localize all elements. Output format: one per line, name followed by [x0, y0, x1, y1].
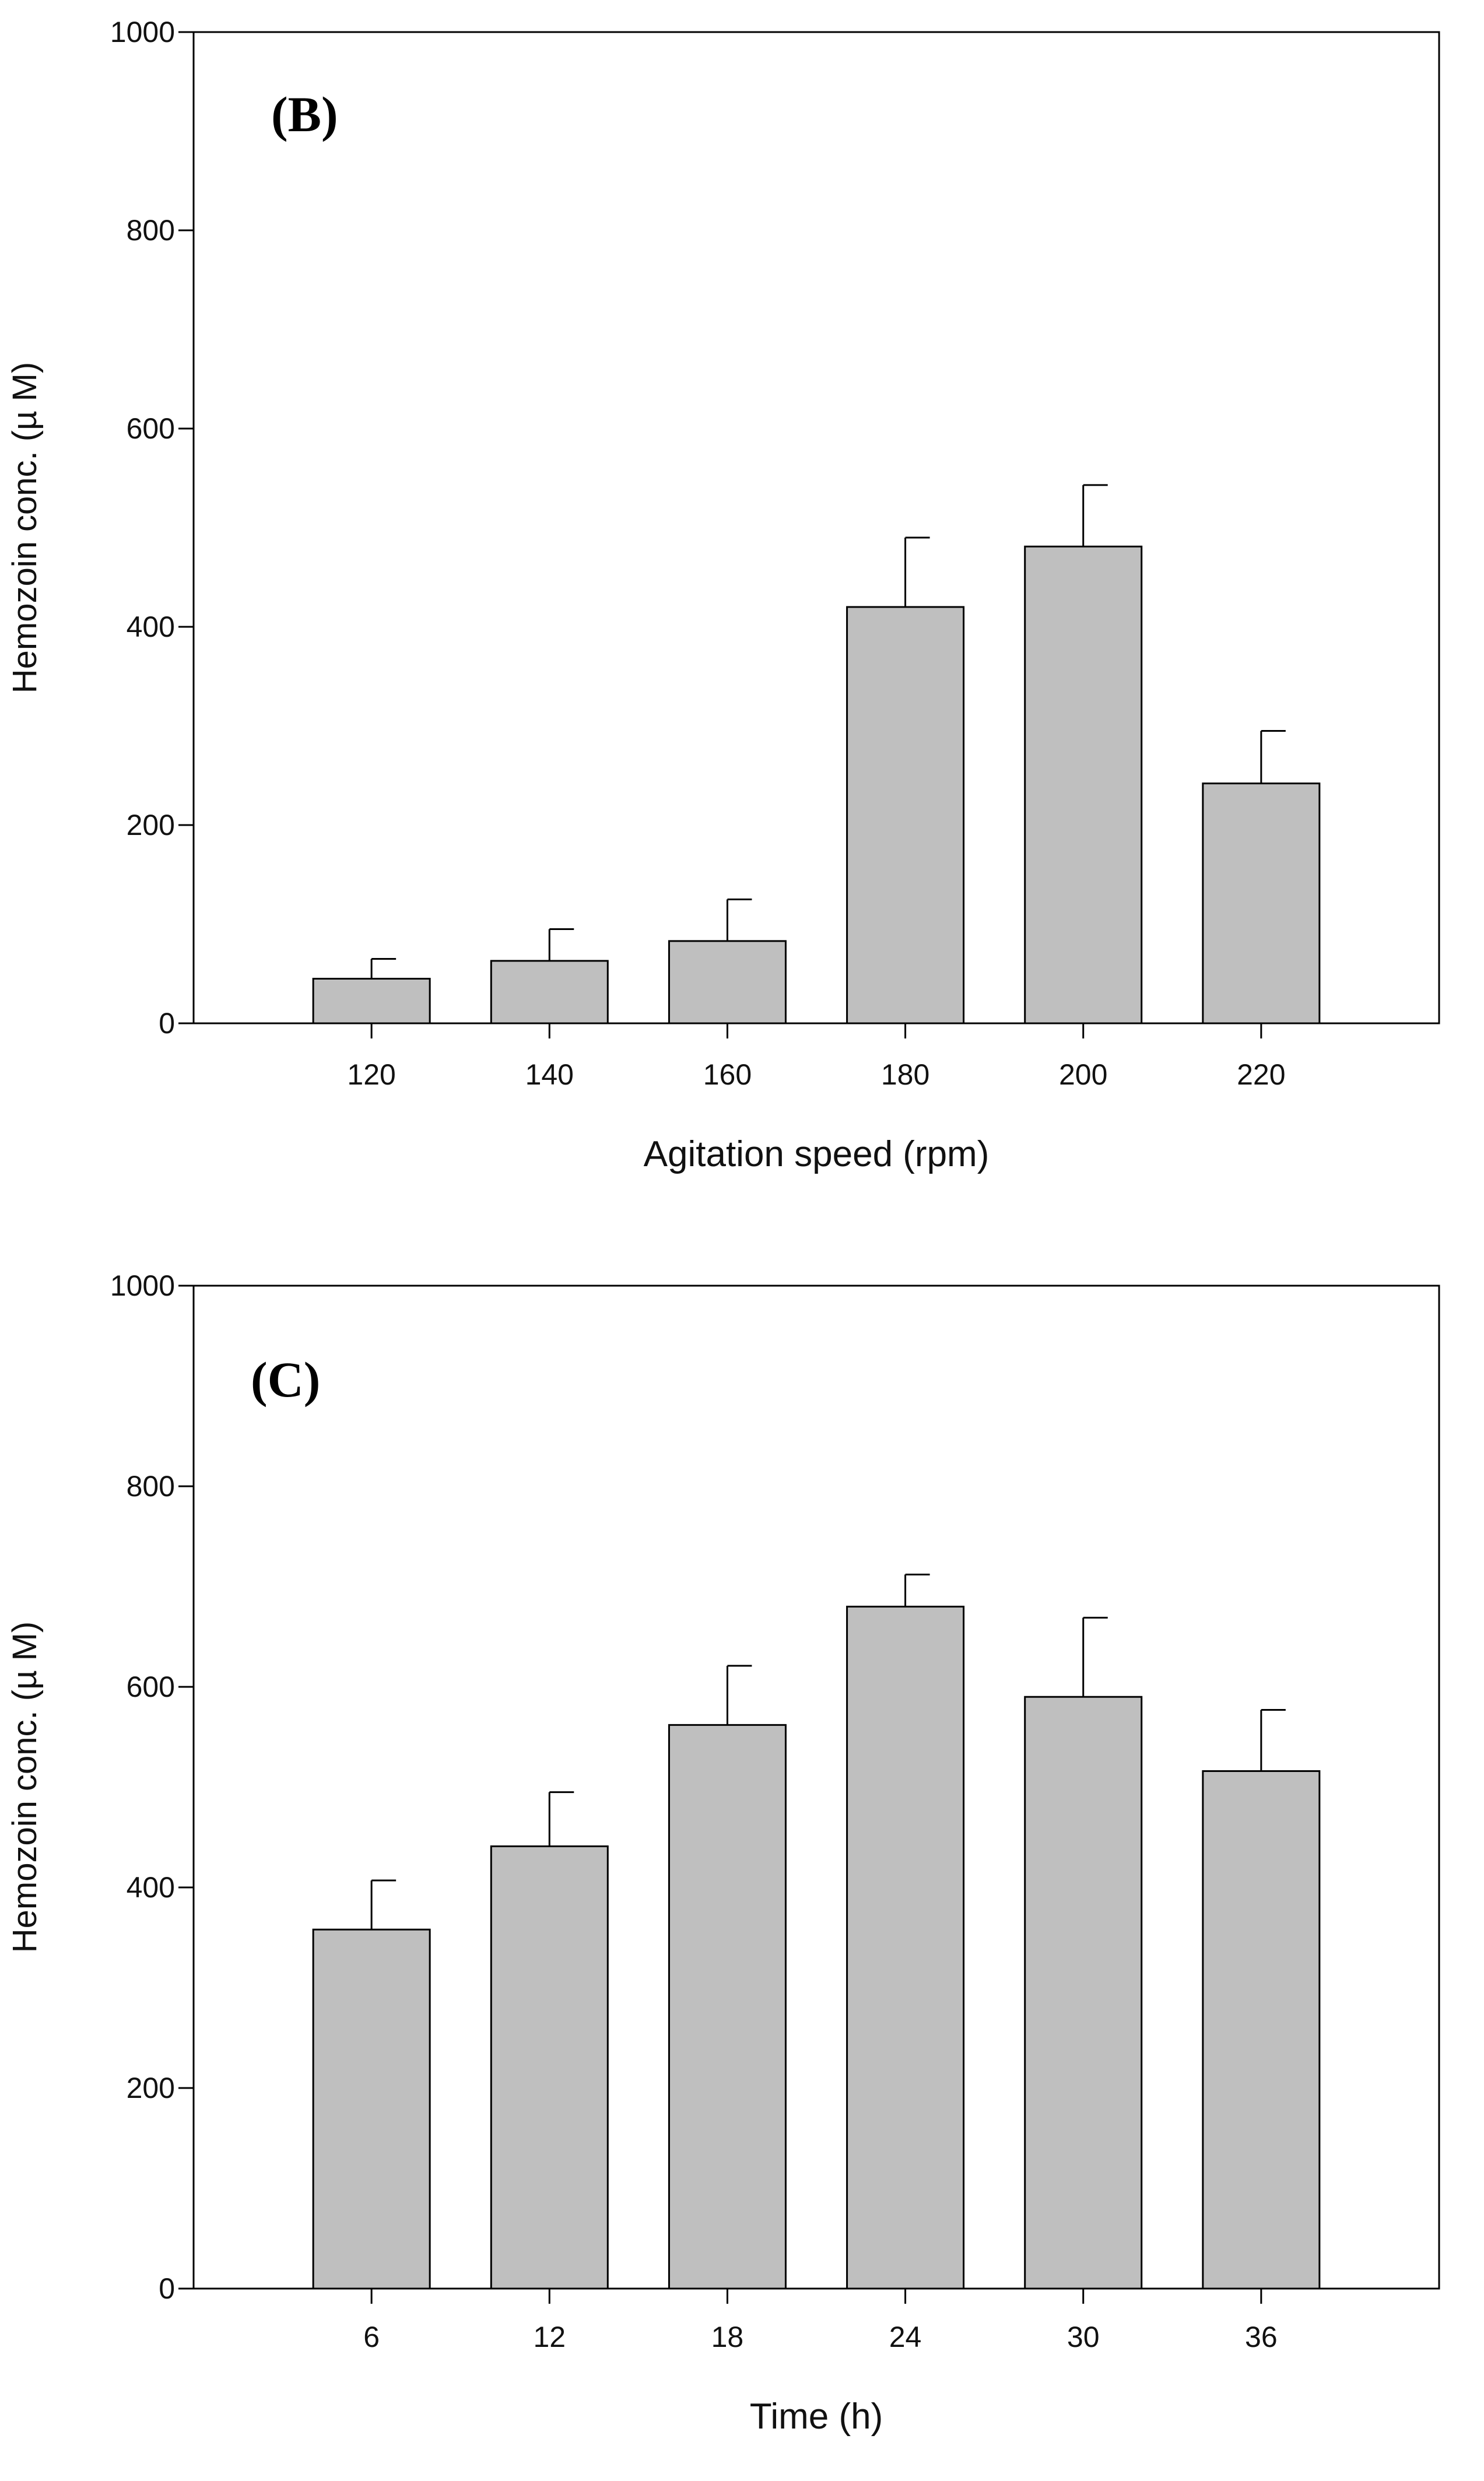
x-tick-label: 180 — [881, 1058, 929, 1091]
bar — [846, 606, 965, 1024]
y-tick-label: 600 — [127, 412, 175, 445]
bar — [490, 1845, 609, 2290]
bar — [312, 1928, 431, 2290]
panel-label: (C) — [251, 1352, 320, 1408]
bar — [846, 1605, 965, 2290]
y-tick-label: 1000 — [110, 1269, 175, 1302]
x-tick-label: 30 — [1067, 2321, 1100, 2353]
y-tick-label: 800 — [127, 214, 175, 247]
y-tick-label: 200 — [127, 2072, 175, 2104]
bar — [1202, 1770, 1321, 2290]
x-tick-label: 200 — [1059, 1058, 1107, 1091]
plot-frame — [192, 31, 1440, 1024]
bar — [668, 1724, 787, 2290]
x-tick-label: 220 — [1237, 1058, 1285, 1091]
chart-panel-c: 0 200 400 600 800 1000 6 12 18 24 30 36 Time (h) Hemo… — [6, 1269, 1440, 2437]
x-tick-label: 24 — [889, 2321, 922, 2353]
plot-frame — [192, 1285, 1440, 2290]
y-tick-label: 1000 — [110, 16, 175, 48]
bar — [490, 960, 609, 1024]
chart-panel-b: 0 200 400 600 800 1000 120 140 160 180 200 220 Agita… — [6, 16, 1440, 1174]
bar — [1202, 782, 1321, 1024]
x-axis-title: Time (h) — [750, 2396, 883, 2437]
y-tick-label: 400 — [127, 610, 175, 643]
x-tick-label: 18 — [711, 2321, 744, 2353]
x-tick-label: 140 — [525, 1058, 574, 1091]
x-tick-label: 160 — [703, 1058, 752, 1091]
x-tick-label: 36 — [1245, 2321, 1278, 2353]
y-axis-title: Hemozoin conc. (µ M) — [6, 1622, 44, 1953]
bar — [1024, 545, 1143, 1024]
panel-label: (B) — [271, 86, 338, 142]
y-tick-label: 200 — [127, 809, 175, 841]
bar — [668, 940, 787, 1024]
bar — [1024, 1696, 1143, 2290]
y-tick-label: 600 — [127, 1671, 175, 1703]
y-tick-label: 0 — [159, 2272, 175, 2305]
y-tick-label: 0 — [159, 1007, 175, 1040]
x-tick-label: 6 — [363, 2321, 380, 2353]
x-axis-title: Agitation speed (rpm) — [644, 1134, 990, 1174]
x-tick-label: 12 — [533, 2321, 566, 2353]
y-axis-title: Hemozoin conc. (µ M) — [6, 362, 44, 693]
bar — [312, 978, 431, 1024]
y-tick-label: 800 — [127, 1470, 175, 1503]
x-tick-label: 120 — [347, 1058, 395, 1091]
y-tick-label: 400 — [127, 1871, 175, 1904]
